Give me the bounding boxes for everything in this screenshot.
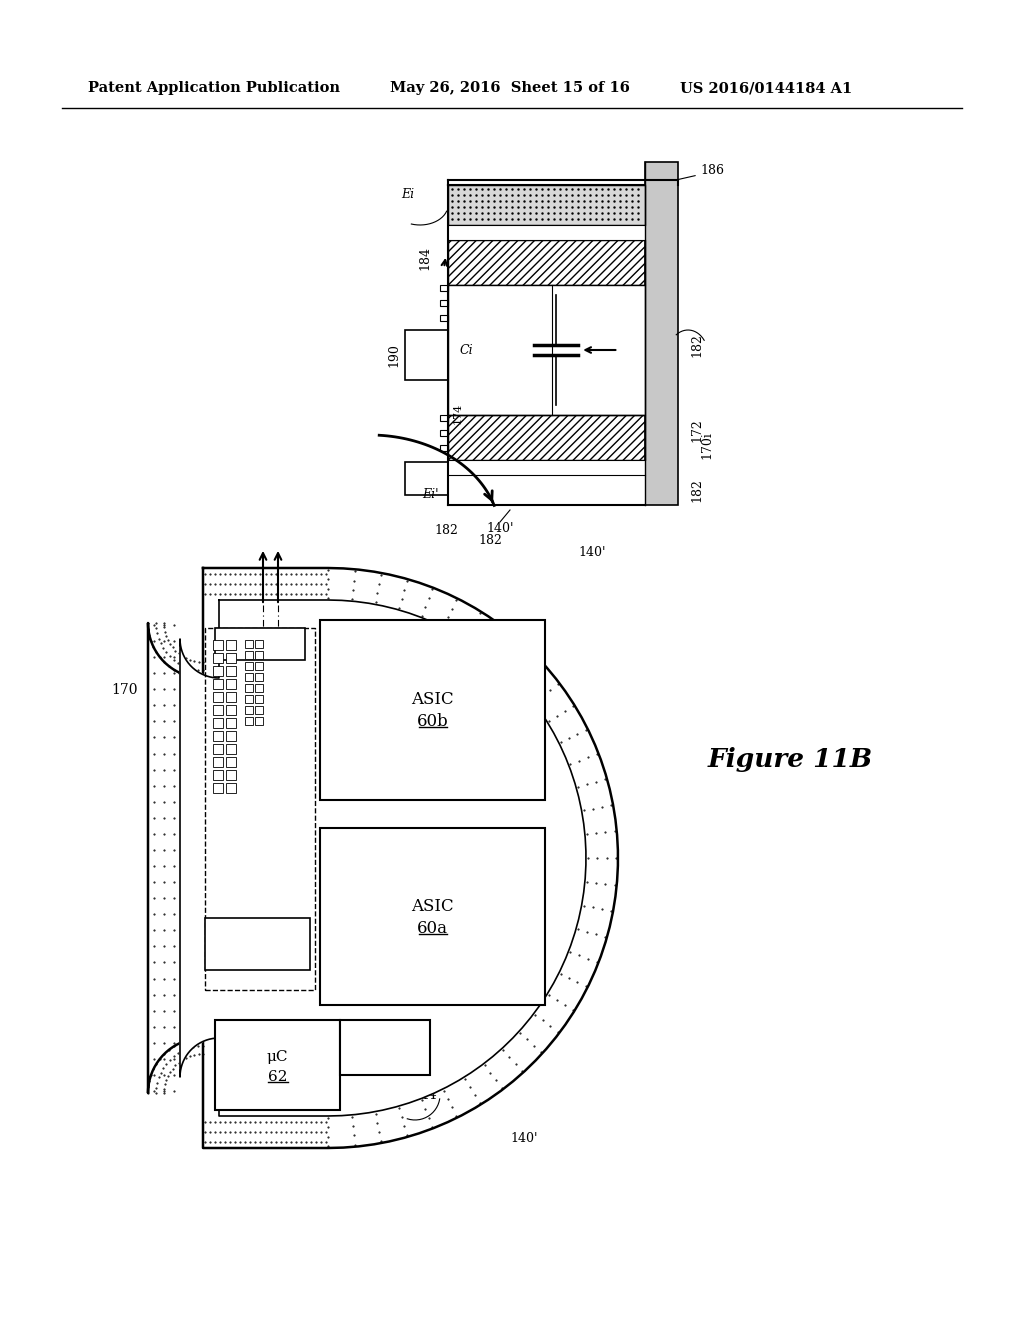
Bar <box>226 640 236 649</box>
Text: 140': 140' <box>510 1131 538 1144</box>
Bar <box>213 705 223 715</box>
Bar <box>340 1020 430 1074</box>
Bar <box>213 731 223 741</box>
Bar <box>245 673 253 681</box>
Bar <box>440 300 449 306</box>
Bar <box>449 185 645 224</box>
Text: 190: 190 <box>387 343 400 367</box>
Polygon shape <box>148 568 617 1148</box>
Bar <box>245 684 253 692</box>
Bar <box>245 717 253 725</box>
Text: 180': 180' <box>327 874 354 887</box>
Text: Ei: Ei <box>401 189 415 202</box>
Bar <box>215 628 305 660</box>
Text: 184: 184 <box>418 246 431 271</box>
Text: 170: 170 <box>112 682 138 697</box>
Text: ASIC: ASIC <box>412 692 454 709</box>
Bar <box>449 224 645 240</box>
Bar <box>245 640 253 648</box>
Text: 182: 182 <box>478 533 502 546</box>
Bar <box>226 756 236 767</box>
Bar <box>449 285 645 414</box>
Bar <box>255 696 263 704</box>
Text: 140': 140' <box>578 545 605 558</box>
Bar <box>226 731 236 741</box>
Bar <box>205 628 315 990</box>
Text: 62: 62 <box>267 1071 288 1084</box>
Bar <box>213 653 223 663</box>
Text: 170i: 170i <box>700 432 713 459</box>
Text: μC: μC <box>266 1049 288 1064</box>
Text: US 2016/0144184 A1: US 2016/0144184 A1 <box>680 81 852 95</box>
Bar <box>245 706 253 714</box>
Bar <box>213 770 223 780</box>
Bar <box>406 462 449 495</box>
Bar <box>213 718 223 729</box>
Bar <box>440 315 449 321</box>
Bar <box>226 678 236 689</box>
Bar <box>440 285 449 290</box>
Text: 182: 182 <box>690 333 703 356</box>
Text: Patent Application Publication: Patent Application Publication <box>88 81 340 95</box>
Bar <box>449 459 645 475</box>
Text: Ci: Ci <box>459 343 473 356</box>
Text: 60a: 60a <box>417 920 449 937</box>
Bar <box>255 684 263 692</box>
Bar <box>440 414 449 421</box>
Bar <box>215 1020 340 1110</box>
Polygon shape <box>180 601 586 1115</box>
Bar <box>449 475 645 506</box>
Bar <box>440 430 449 436</box>
Bar <box>245 651 253 659</box>
Bar <box>645 162 678 506</box>
Text: May 26, 2016  Sheet 15 of 16: May 26, 2016 Sheet 15 of 16 <box>390 81 630 95</box>
Bar <box>449 414 645 459</box>
Bar <box>255 717 263 725</box>
Text: Figure 11B: Figure 11B <box>708 747 872 772</box>
Bar <box>226 692 236 702</box>
Bar <box>226 770 236 780</box>
Bar <box>255 706 263 714</box>
Text: 186: 186 <box>700 164 724 177</box>
Text: ASIC: ASIC <box>412 898 454 915</box>
Bar <box>255 663 263 671</box>
Bar <box>213 692 223 702</box>
Bar <box>213 756 223 767</box>
Bar <box>213 678 223 689</box>
Bar <box>245 696 253 704</box>
Bar <box>319 828 545 1005</box>
Bar <box>449 240 645 285</box>
Text: 190: 190 <box>295 969 318 982</box>
Text: 190: 190 <box>295 1059 318 1072</box>
Bar <box>245 663 253 671</box>
Bar <box>255 673 263 681</box>
Bar <box>213 667 223 676</box>
Bar <box>226 783 236 793</box>
Bar <box>213 744 223 754</box>
Text: Ei': Ei' <box>422 488 438 502</box>
Bar <box>255 640 263 648</box>
Bar <box>255 651 263 659</box>
Bar <box>226 653 236 663</box>
Bar <box>406 330 449 380</box>
Bar <box>226 667 236 676</box>
Text: 190: 190 <box>319 711 344 725</box>
Text: 174: 174 <box>453 403 463 424</box>
Bar <box>213 783 223 793</box>
Bar <box>226 744 236 754</box>
Bar <box>226 705 236 715</box>
Bar <box>440 445 449 451</box>
Bar <box>213 640 223 649</box>
Text: 182: 182 <box>690 478 703 502</box>
Bar <box>205 917 310 970</box>
Text: 172: 172 <box>690 418 703 442</box>
Text: 140': 140' <box>486 521 514 535</box>
Text: 182: 182 <box>434 524 458 536</box>
Text: 44: 44 <box>420 1088 437 1102</box>
Text: 60b: 60b <box>417 714 449 730</box>
Bar <box>226 718 236 729</box>
Bar <box>319 620 545 800</box>
